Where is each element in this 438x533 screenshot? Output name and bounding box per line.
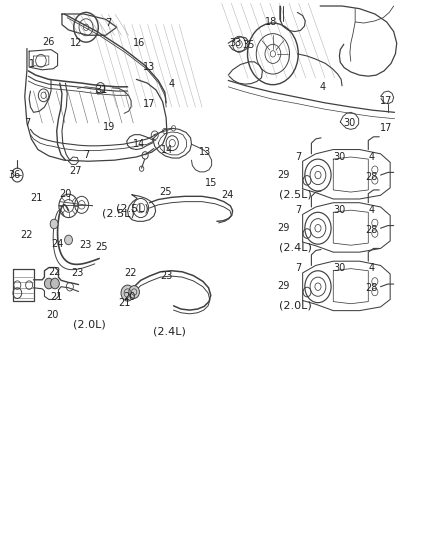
- Text: 16: 16: [133, 38, 145, 48]
- Text: 7: 7: [83, 150, 89, 160]
- Text: 28: 28: [365, 172, 377, 182]
- Text: 14: 14: [133, 139, 145, 149]
- Text: 7: 7: [294, 152, 301, 162]
- Text: 29: 29: [276, 281, 289, 290]
- Text: 17: 17: [143, 99, 155, 109]
- Text: 7: 7: [294, 263, 301, 272]
- Text: 7: 7: [105, 18, 111, 28]
- Text: 24: 24: [51, 239, 64, 248]
- Text: 13: 13: [143, 62, 155, 71]
- Text: 4: 4: [368, 205, 374, 215]
- Text: 20: 20: [59, 189, 71, 199]
- Text: 13: 13: [198, 147, 210, 157]
- Text: 15: 15: [204, 177, 216, 188]
- Text: 18: 18: [265, 17, 277, 27]
- Text: 4: 4: [368, 152, 374, 162]
- Text: 23: 23: [159, 271, 172, 280]
- Text: 22: 22: [124, 269, 136, 278]
- Text: 20: 20: [124, 292, 136, 302]
- Text: 17: 17: [379, 123, 391, 133]
- Text: 21: 21: [50, 292, 63, 302]
- Text: 29: 29: [276, 223, 289, 233]
- Text: 31: 31: [95, 85, 107, 95]
- Text: 4: 4: [368, 263, 374, 272]
- Text: 23: 23: [71, 268, 83, 278]
- Circle shape: [64, 235, 72, 245]
- Text: 28: 28: [365, 225, 377, 236]
- Text: 22: 22: [20, 230, 32, 240]
- Circle shape: [129, 286, 139, 298]
- Circle shape: [50, 278, 59, 289]
- Text: 1: 1: [29, 60, 35, 69]
- Text: 4: 4: [168, 79, 174, 89]
- Text: (2.4L): (2.4L): [279, 243, 311, 253]
- Text: (2.5L): (2.5L): [115, 203, 148, 213]
- Text: 27: 27: [70, 166, 82, 176]
- Text: 29: 29: [276, 170, 289, 180]
- Text: 30: 30: [332, 205, 345, 215]
- Text: 30: 30: [342, 118, 354, 128]
- Text: 14: 14: [160, 144, 173, 155]
- Text: 7: 7: [294, 205, 301, 215]
- Text: 33: 33: [229, 38, 241, 48]
- Circle shape: [121, 285, 134, 301]
- Text: (2.0L): (2.0L): [73, 320, 105, 330]
- Text: 19: 19: [103, 122, 115, 132]
- Text: 25: 25: [95, 242, 107, 252]
- Text: 25: 25: [159, 187, 171, 197]
- Text: 21: 21: [30, 193, 42, 204]
- Text: (2.5L): (2.5L): [279, 189, 311, 199]
- Text: 30: 30: [332, 263, 345, 272]
- Text: 20: 20: [46, 310, 58, 320]
- Text: (2.4L): (2.4L): [153, 327, 186, 337]
- Text: 17: 17: [379, 95, 391, 106]
- Text: 28: 28: [365, 283, 377, 293]
- Text: 36: 36: [9, 170, 21, 180]
- Text: 21: 21: [118, 297, 130, 308]
- Text: (2.0L): (2.0L): [279, 300, 311, 310]
- Text: 12: 12: [70, 38, 82, 47]
- Text: 26: 26: [42, 37, 55, 46]
- Text: 30: 30: [332, 152, 345, 162]
- Text: 35: 35: [242, 41, 254, 50]
- Text: 23: 23: [79, 240, 92, 250]
- Circle shape: [50, 219, 58, 229]
- Text: 22: 22: [48, 267, 60, 277]
- Circle shape: [44, 278, 53, 289]
- Text: 24: 24: [221, 190, 233, 200]
- Text: 7: 7: [24, 118, 30, 128]
- Text: 4: 4: [319, 82, 325, 92]
- Text: (2.5L): (2.5L): [102, 208, 135, 219]
